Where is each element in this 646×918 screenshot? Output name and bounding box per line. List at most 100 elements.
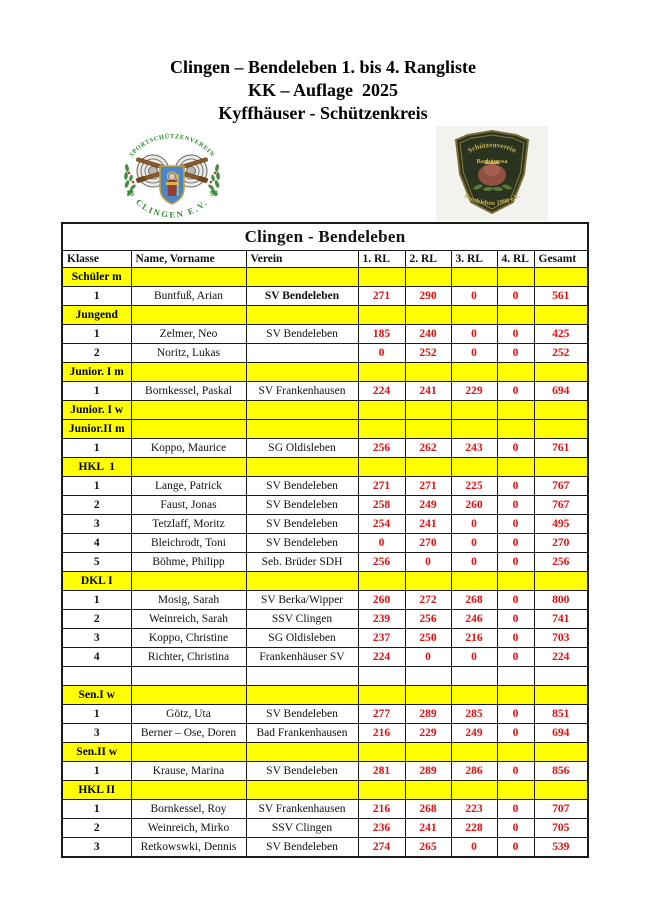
- rank-cell: 1: [61, 590, 132, 610]
- name-cell: Tetzlaff, Moritz: [130, 514, 247, 534]
- category-cell: [357, 400, 406, 420]
- rank-cell: 5: [61, 552, 132, 572]
- score-cell-rl3: 249: [450, 723, 498, 743]
- empty-cell: [245, 666, 359, 686]
- clingen-logo-top-text: SPORTSCHÜTZENVEREIN: [128, 133, 215, 158]
- verein-cell: SSV Clingen: [245, 609, 359, 629]
- total-cell: 425: [533, 324, 589, 344]
- category-cell: [130, 742, 247, 762]
- score-cell-rl4: 0: [496, 495, 535, 515]
- verein-cell: SV Bendeleben: [245, 704, 359, 724]
- rank-cell: 1: [61, 476, 132, 496]
- result-row-koppo-christine: 3 Koppo, Christine SG Oldisleben 237 250 216 0…: [61, 628, 589, 648]
- table-title-row: Clingen - Bendeleben: [61, 222, 589, 251]
- rank-cell: 2: [61, 495, 132, 515]
- verein-cell: SV Frankenhausen: [245, 799, 359, 819]
- category-cell: [245, 400, 359, 420]
- score-cell-rl4: 0: [496, 723, 535, 743]
- score-cell-rl4: 0: [496, 552, 535, 572]
- rank-cell: 1: [61, 286, 132, 306]
- category-cell: [533, 685, 589, 705]
- total-cell: 539: [533, 837, 589, 857]
- score-cell-rl4: 0: [496, 438, 535, 458]
- score-cell-rl4: 0: [496, 590, 535, 610]
- category-cell: [496, 419, 535, 439]
- score-cell-rl4: 0: [496, 476, 535, 496]
- category-row-junior-i-m: Junior. I m: [61, 362, 589, 382]
- verein-cell: SG Oldisleben: [245, 628, 359, 648]
- verein-cell: SV Bendeleben: [245, 495, 359, 515]
- name-cell: Mosig, Sarah: [130, 590, 247, 610]
- category-row-hkl-1: HKL 1: [61, 457, 589, 477]
- result-row-koppo-maurice: 1 Koppo, Maurice SG Oldisleben 256 262 243 0 76…: [61, 438, 589, 458]
- result-row-zelmer-neo: 1 Zelmer, Neo SV Bendeleben 185 240 0 0 425: [61, 324, 589, 344]
- empty-cell: [533, 666, 589, 686]
- score-cell-rl1: 236: [357, 818, 406, 838]
- category-cell: [450, 305, 498, 325]
- score-cell-rl4: 0: [496, 609, 535, 629]
- category-cell: [130, 457, 247, 477]
- score-cell-rl3: 216: [450, 628, 498, 648]
- empty-row: [61, 666, 589, 686]
- name-cell: Böhme, Philipp: [130, 552, 247, 572]
- name-cell: Zelmer, Neo: [130, 324, 247, 344]
- score-cell-rl1: 0: [357, 533, 406, 553]
- barbarossa-figure-icon: [478, 159, 506, 186]
- result-row-bornkessel-roy: 1 Bornkessel, Roy SV Frankenhausen 216 268 22…: [61, 799, 589, 819]
- score-cell-rl2: 241: [404, 381, 452, 401]
- category-cell: [404, 457, 452, 477]
- score-cell-rl4: 0: [496, 799, 535, 819]
- score-cell-rl4: 0: [496, 343, 535, 363]
- category-cell: [130, 362, 247, 382]
- name-cell: Faust, Jonas: [130, 495, 247, 515]
- score-cell-rl2: 0: [404, 647, 452, 667]
- clingen-logo-year-right: 93: [210, 189, 218, 198]
- document-title: Clingen – Bendeleben 1. bis 4. Rangliste…: [0, 56, 646, 125]
- score-cell-rl4: 0: [496, 381, 535, 401]
- category-cell: [130, 571, 247, 591]
- rank-cell: 1: [61, 438, 132, 458]
- verein-cell: Seb. Brüder SDH: [245, 552, 359, 572]
- score-cell-rl3: 225: [450, 476, 498, 496]
- category-label: Jungend: [61, 305, 132, 325]
- score-cell-rl1: 277: [357, 704, 406, 724]
- score-cell-rl2: 290: [404, 286, 452, 306]
- category-cell: [357, 419, 406, 439]
- name-cell: Berner – Ose, Doren: [130, 723, 247, 743]
- name-cell: Weinreich, Sarah: [130, 609, 247, 629]
- category-row-junior-i-w: Junior. I w: [61, 400, 589, 420]
- score-cell-rl1: 216: [357, 799, 406, 819]
- category-cell: [404, 419, 452, 439]
- verein-cell: SV Bendeleben: [245, 286, 359, 306]
- name-cell: Bleichrodt, Toni: [130, 533, 247, 553]
- score-cell-rl2: 250: [404, 628, 452, 648]
- score-cell-rl4: 0: [496, 761, 535, 781]
- score-cell-rl3: 243: [450, 438, 498, 458]
- category-cell: [245, 457, 359, 477]
- score-cell-rl4: 0: [496, 286, 535, 306]
- category-cell: [533, 362, 589, 382]
- category-cell: [404, 685, 452, 705]
- score-cell-rl1: 274: [357, 837, 406, 857]
- category-cell: [533, 780, 589, 800]
- score-cell-rl2: 271: [404, 476, 452, 496]
- category-label: HKL II: [61, 780, 132, 800]
- score-cell-rl2: 240: [404, 324, 452, 344]
- name-cell: Retkowswki, Dennis: [130, 837, 247, 857]
- category-cell: [357, 685, 406, 705]
- name-cell: Koppo, Maurice: [130, 438, 247, 458]
- score-cell-rl1: 258: [357, 495, 406, 515]
- rank-cell: 4: [61, 533, 132, 553]
- total-cell: 707: [533, 799, 589, 819]
- result-row-bornkessel-paskal: 1 Bornkessel, Paskal SV Frankenhausen 224 24…: [61, 381, 589, 401]
- column-header-gesamt: Gesamt: [533, 250, 589, 268]
- bendeleben-club-logo: Schützenverein Barbarossa Bendeleben 199…: [436, 126, 548, 221]
- category-cell: [533, 571, 589, 591]
- result-row-tetzlaff-moritz: 3 Tetzlaff, Moritz SV Bendeleben 254 241 0 0 49…: [61, 514, 589, 534]
- score-cell-rl3: 260: [450, 495, 498, 515]
- result-row-b-hme-philipp: 5 Böhme, Philipp Seb. Brüder SDH 256 0 0 0 256: [61, 552, 589, 572]
- category-cell: [450, 267, 498, 287]
- score-cell-rl3: 0: [450, 343, 498, 363]
- score-cell-rl3: 0: [450, 552, 498, 572]
- name-cell: Bornkessel, Roy: [130, 799, 247, 819]
